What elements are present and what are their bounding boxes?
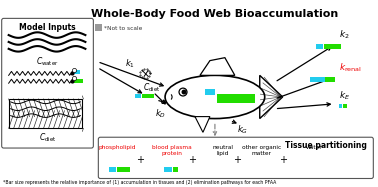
Text: +: + <box>279 155 287 165</box>
Text: other organic
matter: other organic matter <box>242 145 281 156</box>
Text: $C_{\rm water}$: $C_{\rm water}$ <box>36 56 59 68</box>
Circle shape <box>179 88 187 96</box>
Bar <box>117 167 130 172</box>
Bar <box>339 104 342 108</box>
Text: $k_{\rm renal}$: $k_{\rm renal}$ <box>339 62 362 74</box>
Text: $C_{\rm diet}$: $C_{\rm diet}$ <box>143 81 161 94</box>
Text: *Not to scale: *Not to scale <box>104 26 143 31</box>
Text: $k_G$: $k_G$ <box>237 123 248 136</box>
Bar <box>316 44 322 49</box>
Bar <box>9 99 82 128</box>
Bar <box>217 94 255 103</box>
Ellipse shape <box>165 75 265 119</box>
Text: $k_2$: $k_2$ <box>339 28 350 41</box>
Text: Tissue partitioning: Tissue partitioning <box>285 141 367 150</box>
Polygon shape <box>260 75 283 119</box>
Text: *Bar size represents the relative importance of (1) accumulation in tissues and : *Bar size represents the relative import… <box>3 180 276 186</box>
Bar <box>310 77 324 82</box>
Bar <box>325 77 335 82</box>
Text: $k_D$: $k_D$ <box>155 108 166 120</box>
Bar <box>173 167 178 172</box>
Bar <box>344 104 347 108</box>
Text: phospholipid: phospholipid <box>99 145 136 150</box>
Text: Model Inputs: Model Inputs <box>19 23 76 32</box>
Text: neutral
lipid: neutral lipid <box>212 145 233 156</box>
FancyBboxPatch shape <box>98 137 373 179</box>
Circle shape <box>182 90 186 94</box>
Text: blood plasma
protein: blood plasma protein <box>152 145 192 156</box>
Bar <box>164 167 172 172</box>
Bar <box>109 167 116 172</box>
Text: $k_1$: $k_1$ <box>125 58 135 70</box>
Text: $C_{\rm diet}$: $C_{\rm diet}$ <box>39 131 56 144</box>
Text: Whole-Body Food Web Bioaccumulation: Whole-Body Food Web Bioaccumulation <box>91 9 339 19</box>
Bar <box>205 89 215 95</box>
FancyBboxPatch shape <box>2 18 93 148</box>
Bar <box>74 79 84 83</box>
Bar <box>135 94 141 98</box>
Polygon shape <box>200 58 235 75</box>
Text: +: + <box>136 155 144 165</box>
Bar <box>74 70 81 74</box>
Bar <box>95 24 102 31</box>
Text: +: + <box>233 155 241 165</box>
Bar <box>324 44 341 49</box>
Polygon shape <box>195 117 210 132</box>
Text: water: water <box>306 145 323 150</box>
Text: $k_E$: $k_E$ <box>339 89 351 102</box>
Text: +: + <box>189 155 197 165</box>
Bar <box>142 94 154 98</box>
